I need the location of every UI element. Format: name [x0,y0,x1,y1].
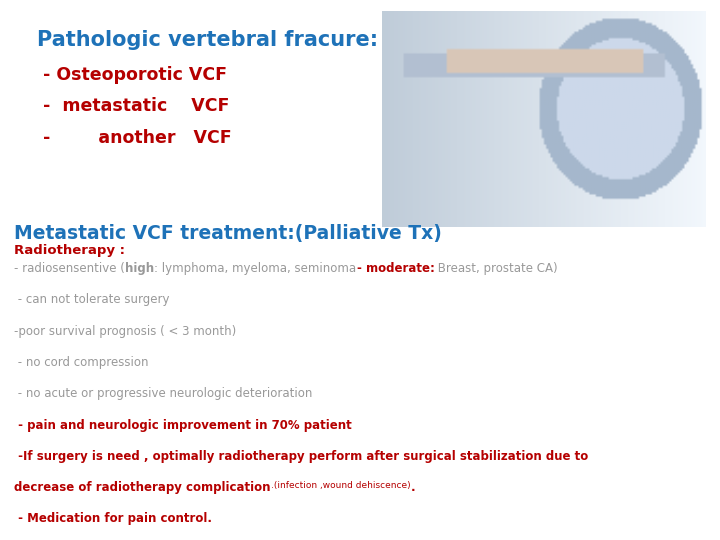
Text: high: high [125,262,154,275]
Text: -If surgery is need , optimally radiotherapy perform after surgical stabilizatio: -If surgery is need , optimally radiothe… [14,450,589,463]
Text: .(infection ,wound dehiscence): .(infection ,wound dehiscence) [271,481,410,490]
Text: -poor survival prognosis ( < 3 month): -poor survival prognosis ( < 3 month) [14,325,237,338]
Text: - Medication for pain control.: - Medication for pain control. [14,512,212,525]
Text: - Osteoporotic VCF: - Osteoporotic VCF [37,66,228,84]
Text: Radiotherapy :: Radiotherapy : [14,244,125,257]
Text: - pain and neurologic improvement in 70% patient: - pain and neurologic improvement in 70%… [14,418,352,431]
Text: Pathologic vertebral fracure:: Pathologic vertebral fracure: [37,30,379,50]
Text: -: - [356,262,366,275]
Text: moderate:: moderate: [366,262,434,275]
Text: - no acute or progressive neurologic deterioration: - no acute or progressive neurologic det… [14,387,312,400]
Text: -        another   VCF: - another VCF [37,129,232,146]
Text: Breast, prostate CA): Breast, prostate CA) [434,262,558,275]
Text: Metastatic VCF treatment:(Palliative Tx): Metastatic VCF treatment:(Palliative Tx) [14,224,442,243]
Text: - no cord compression: - no cord compression [14,356,149,369]
Text: decrease of radiotherapy complication: decrease of radiotherapy complication [14,481,271,494]
Text: -  metastatic    VCF: - metastatic VCF [37,97,230,115]
Text: - can not tolerate surgery: - can not tolerate surgery [14,293,170,306]
Text: : lymphoma, myeloma, seminoma: : lymphoma, myeloma, seminoma [154,262,356,275]
Text: - radiosensentive (: - radiosensentive ( [14,262,125,275]
Text: .: . [410,481,415,494]
